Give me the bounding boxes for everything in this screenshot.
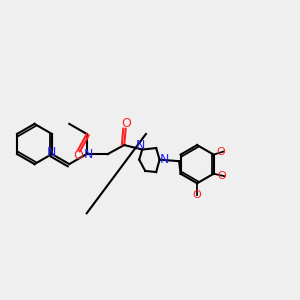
Text: N: N xyxy=(47,146,57,159)
Text: O: O xyxy=(218,171,226,181)
Text: N: N xyxy=(83,148,93,160)
Text: N: N xyxy=(136,139,146,152)
Text: O: O xyxy=(217,147,226,157)
Text: N: N xyxy=(159,153,169,166)
Text: O: O xyxy=(193,190,202,200)
Text: O: O xyxy=(121,117,131,130)
Text: O: O xyxy=(73,149,83,162)
